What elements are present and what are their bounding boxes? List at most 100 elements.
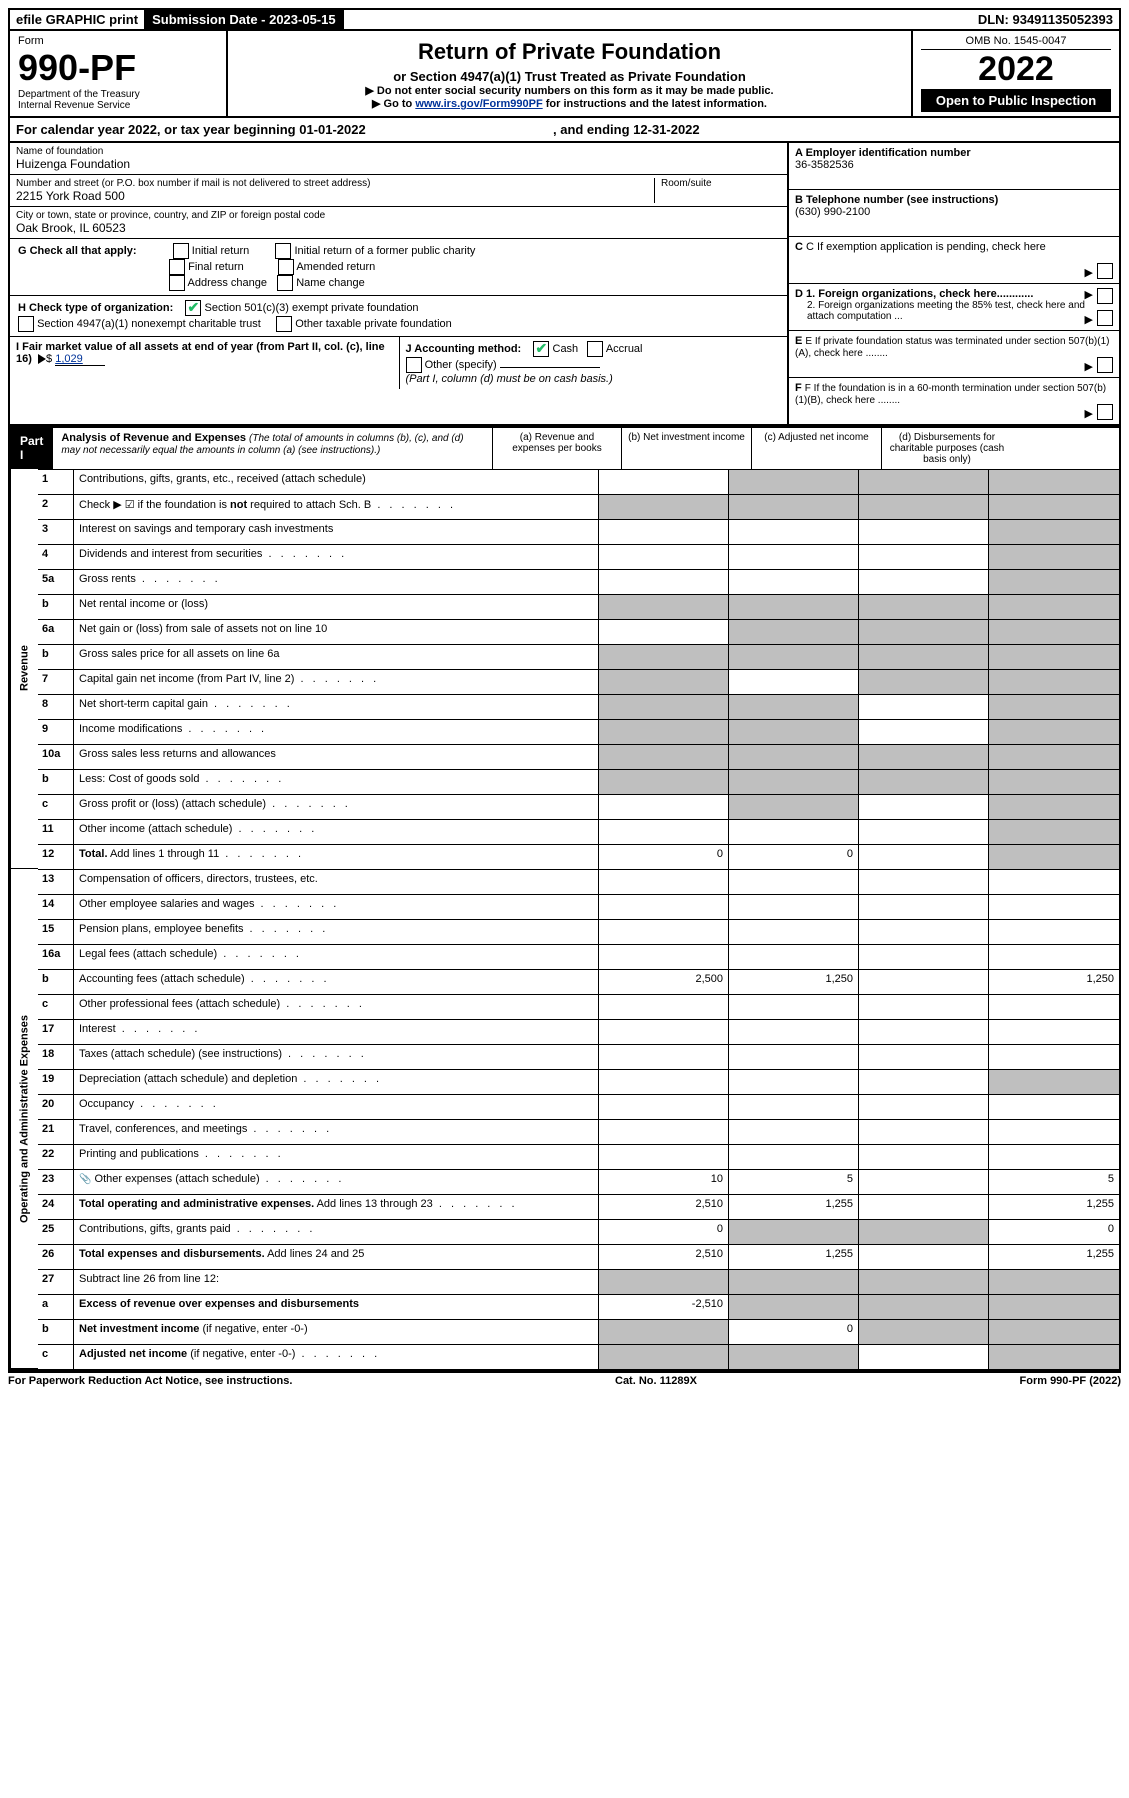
- line-25-text: Contributions, gifts, grants paid . . . …: [74, 1219, 599, 1244]
- form990pf-link[interactable]: www.irs.gov/Form990PF: [415, 98, 542, 110]
- line-1-col-b: [729, 469, 859, 494]
- line-18-col-c: [859, 1044, 989, 1069]
- line-c-col-b: [729, 1344, 859, 1369]
- line-b-text: Gross sales price for all assets on line…: [74, 644, 599, 669]
- line-8-col-b: [729, 694, 859, 719]
- line-27-col-b: [729, 1269, 859, 1294]
- line-4-col-c: [859, 544, 989, 569]
- footer-mid: Cat. No. 11289X: [615, 1375, 697, 1387]
- attachment-icon[interactable]: 📎: [79, 1174, 91, 1185]
- chk-other-taxable[interactable]: [276, 316, 292, 332]
- line-5a-col-d: [989, 569, 1119, 594]
- line-b-col-b: [729, 644, 859, 669]
- line-17-col-c: [859, 1019, 989, 1044]
- line-24-num: 24: [38, 1194, 74, 1219]
- line-21-col-b: [729, 1119, 859, 1144]
- line-16a-num: 16a: [38, 944, 74, 969]
- line-2-col-a: [599, 494, 729, 519]
- fmv-link[interactable]: 1,029: [55, 353, 105, 366]
- ein-label: A Employer identification number: [795, 147, 971, 159]
- form-word: Form: [18, 35, 218, 47]
- instr-ssn: ▶ Do not enter social security numbers o…: [236, 84, 903, 97]
- submission-date: Submission Date - 2023-05-15: [146, 10, 344, 29]
- line-22-num: 22: [38, 1144, 74, 1169]
- chk-accrual[interactable]: [587, 341, 603, 357]
- line-b-col-a: [599, 769, 729, 794]
- line-26-col-b: 1,255: [729, 1244, 859, 1269]
- line-b-col-c: [859, 594, 989, 619]
- line-20-col-a: [599, 1094, 729, 1119]
- chk-cash[interactable]: [533, 341, 549, 357]
- line-c-text: Other professional fees (attach schedule…: [74, 994, 599, 1019]
- col-b-header: (b) Net investment income: [622, 428, 752, 469]
- expenses-side-label: Operating and Administrative Expenses: [10, 869, 38, 1369]
- line-13-col-d: [989, 869, 1119, 894]
- line-8-num: 8: [38, 694, 74, 719]
- chk-501c3[interactable]: [185, 300, 201, 316]
- line-b-num: b: [38, 769, 74, 794]
- line-3-text: Interest on savings and temporary cash i…: [74, 519, 599, 544]
- chk-address-change[interactable]: [169, 275, 185, 291]
- line-2-text: Check ▶ ☑ if the foundation is not requi…: [74, 494, 599, 519]
- line-14-col-b: [729, 894, 859, 919]
- line-1-text: Contributions, gifts, grants, etc., rece…: [74, 469, 599, 494]
- line-9-text: Income modifications . . . . . . .: [74, 719, 599, 744]
- line-6a-num: 6a: [38, 619, 74, 644]
- line-3-col-a: [599, 519, 729, 544]
- line-20-text: Occupancy . . . . . . .: [74, 1094, 599, 1119]
- line-22-col-d: [989, 1144, 1119, 1169]
- line-b-text: Net investment income (if negative, ente…: [74, 1319, 599, 1344]
- form-subtitle: or Section 4947(a)(1) Trust Treated as P…: [236, 69, 903, 84]
- meta-block: For calendar year 2022, or tax year begi…: [8, 118, 1121, 426]
- line-15-text: Pension plans, employee benefits . . . .…: [74, 919, 599, 944]
- line-3-num: 3: [38, 519, 74, 544]
- line-c-col-d: [989, 794, 1119, 819]
- line-c-col-b: [729, 994, 859, 1019]
- line-17-col-d: [989, 1019, 1119, 1044]
- line-26-num: 26: [38, 1244, 74, 1269]
- line-19-num: 19: [38, 1069, 74, 1094]
- line-26-col-d: 1,255: [989, 1244, 1119, 1269]
- line-c-text: Adjusted net income (if negative, enter …: [74, 1344, 599, 1369]
- chk-amended-return[interactable]: [278, 259, 294, 275]
- line-6a-col-d: [989, 619, 1119, 644]
- chk-4947[interactable]: [18, 316, 34, 332]
- line-16a-col-a: [599, 944, 729, 969]
- line-b-col-d: [989, 644, 1119, 669]
- chk-initial-return[interactable]: [173, 243, 189, 259]
- chk-name-change[interactable]: [277, 275, 293, 291]
- line-16a-col-c: [859, 944, 989, 969]
- line-b-col-b: [729, 594, 859, 619]
- line-13-text: Compensation of officers, directors, tru…: [74, 869, 599, 894]
- part1-badge: Part I: [10, 428, 53, 469]
- line-3-col-d: [989, 519, 1119, 544]
- line-c-col-d: [989, 994, 1119, 1019]
- line-11-col-c: [859, 819, 989, 844]
- line-2-col-d: [989, 494, 1119, 519]
- line-15-num: 15: [38, 919, 74, 944]
- chk-final-return[interactable]: [169, 259, 185, 275]
- instr-link-row: ▶ Go to www.irs.gov/Form990PF for instru…: [236, 97, 903, 110]
- line-10a-col-c: [859, 744, 989, 769]
- line-15-col-a: [599, 919, 729, 944]
- line-10a-col-a: [599, 744, 729, 769]
- line-c-col-a: [599, 994, 729, 1019]
- line-b-col-b: 1,250: [729, 969, 859, 994]
- line-4-num: 4: [38, 544, 74, 569]
- line-11-num: 11: [38, 819, 74, 844]
- line-7-text: Capital gain net income (from Part IV, l…: [74, 669, 599, 694]
- chk-initial-former[interactable]: [275, 243, 291, 259]
- calendar-year-row: For calendar year 2022, or tax year begi…: [10, 118, 1119, 143]
- revenue-side-label: Revenue: [10, 469, 38, 869]
- line-19-col-c: [859, 1069, 989, 1094]
- line-4-col-d: [989, 544, 1119, 569]
- line-b-col-b: [729, 769, 859, 794]
- line-b-col-c: [859, 644, 989, 669]
- line-b-col-c: [859, 969, 989, 994]
- chk-other-method[interactable]: [406, 357, 422, 373]
- line-12-col-d: [989, 844, 1119, 869]
- line-11-text: Other income (attach schedule) . . . . .…: [74, 819, 599, 844]
- section-h: H Check type of organization: Section 50…: [10, 296, 787, 337]
- line-10a-col-b: [729, 744, 859, 769]
- line-22-col-b: [729, 1144, 859, 1169]
